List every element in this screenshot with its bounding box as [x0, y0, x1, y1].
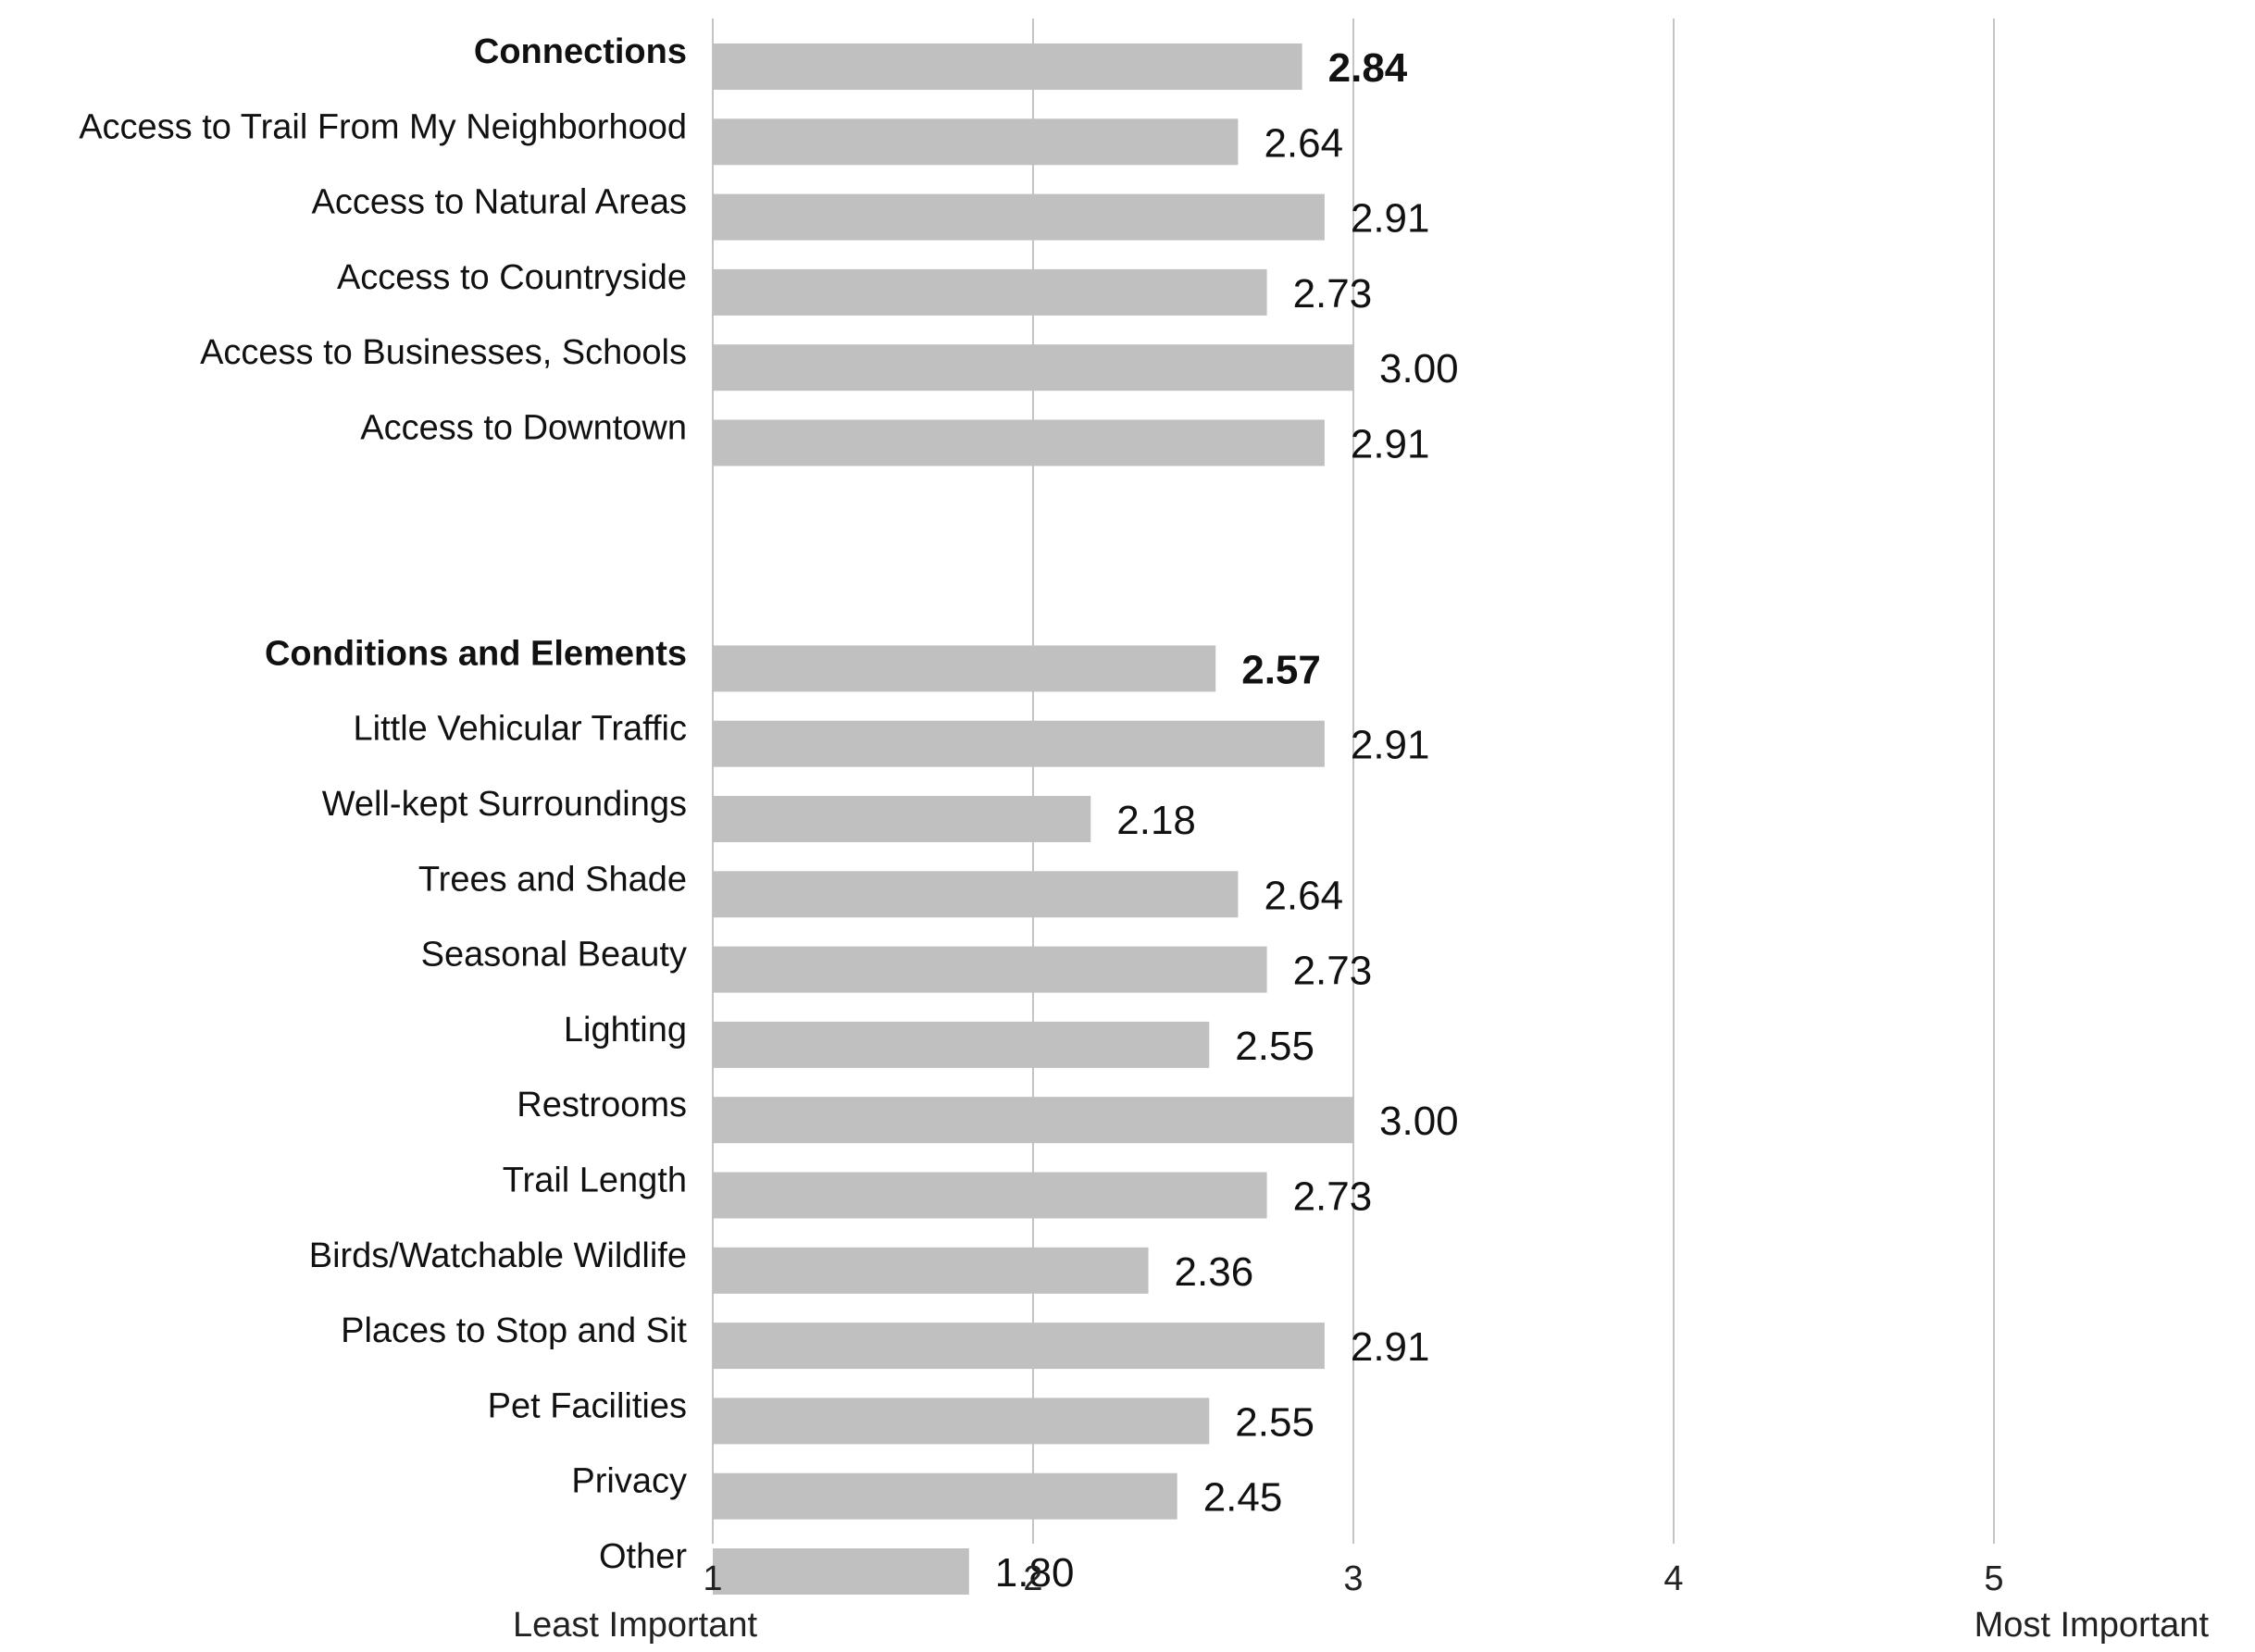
category-labels: Connections Access to Trail From My Neigh… — [79, 32, 687, 1576]
value-label: 2.55 — [1235, 1399, 1314, 1445]
value-labels: 2.842.642.912.733.002.912.572.912.182.64… — [995, 45, 1459, 1596]
value-label: 2.73 — [1293, 271, 1373, 317]
x-tick-label: 1 — [703, 1559, 722, 1598]
value-label: 1.80 — [995, 1550, 1075, 1596]
category-label: Well-kept Surroundings — [322, 785, 687, 824]
group-bar — [713, 645, 1216, 692]
value-label: 3.00 — [1379, 346, 1459, 391]
bar — [713, 1548, 969, 1595]
bar — [713, 268, 1267, 316]
axis-label-most-important: Most Important — [1975, 1606, 2210, 1645]
value-label: 2.18 — [1116, 798, 1196, 843]
bar — [713, 946, 1267, 993]
value-label: 2.64 — [1264, 120, 1343, 166]
category-label: Other — [599, 1537, 687, 1576]
category-label: Restrooms — [517, 1086, 687, 1124]
category-label: Trees and Shade — [418, 860, 687, 899]
x-tick-label: 4 — [1663, 1559, 1683, 1598]
bar — [713, 419, 1325, 466]
bar — [713, 1021, 1210, 1068]
group-header-label: Conditions and Elements — [265, 634, 687, 673]
value-label: 3.00 — [1379, 1099, 1459, 1144]
category-label: Seasonal Beauty — [421, 936, 687, 975]
group-bar — [713, 43, 1302, 90]
bar — [713, 1397, 1210, 1445]
x-tick-label: 3 — [1343, 1559, 1363, 1598]
gridlines — [712, 19, 1995, 1544]
category-label: Access to Natural Areas — [311, 183, 687, 222]
category-label: Access to Countryside — [337, 258, 687, 297]
bar — [713, 871, 1239, 918]
value-label: 2.64 — [1264, 873, 1343, 918]
category-label: Places to Stop and Sit — [341, 1311, 687, 1350]
bar — [713, 344, 1353, 391]
value-label: 2.73 — [1293, 949, 1373, 994]
axis-label-least-important: Least Important — [513, 1606, 757, 1645]
value-label: 2.36 — [1175, 1249, 1254, 1295]
x-tick-label: 2 — [1023, 1559, 1042, 1598]
category-label: Pet Facilities — [488, 1386, 687, 1425]
value-label: 2.91 — [1351, 1324, 1430, 1370]
category-label: Trail Length — [503, 1161, 687, 1200]
category-label: Birds/Watchable Wildlife — [309, 1236, 687, 1275]
bar — [713, 796, 1091, 842]
value-label: 2.91 — [1351, 196, 1430, 242]
category-label: Access to Trail From My Neighborhood — [79, 107, 687, 146]
group-value-label: 2.57 — [1241, 647, 1321, 692]
x-axis: 1 2 3 4 5 Least Important Most Important — [513, 1559, 2209, 1645]
value-label: 2.91 — [1351, 723, 1430, 768]
value-label: 2.55 — [1235, 1024, 1314, 1069]
category-label: Lighting — [564, 1011, 687, 1050]
bar — [713, 1472, 1177, 1520]
value-label: 2.91 — [1351, 422, 1430, 467]
category-label: Privacy — [571, 1462, 687, 1501]
value-label: 2.73 — [1293, 1174, 1373, 1220]
bar — [713, 1172, 1267, 1219]
bar — [713, 1097, 1353, 1144]
value-label: 2.45 — [1203, 1475, 1283, 1521]
bar — [713, 1247, 1149, 1294]
bar — [713, 118, 1239, 166]
bar — [713, 193, 1325, 241]
category-label: Little Vehicular Traffic — [354, 710, 687, 749]
group-value-label: 2.84 — [1328, 45, 1408, 91]
category-label: Access to Businesses, Schools — [200, 333, 687, 372]
x-tick-label: 5 — [1984, 1559, 2003, 1598]
bar — [713, 720, 1325, 767]
category-label: Access to Downtown — [360, 409, 687, 448]
bars — [713, 43, 1353, 1595]
bar — [713, 1323, 1325, 1370]
group-header-label: Connections — [474, 32, 687, 71]
